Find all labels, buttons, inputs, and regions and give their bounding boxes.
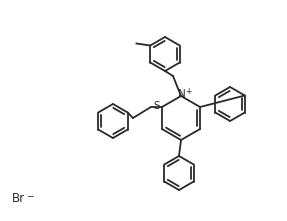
- Text: N: N: [178, 89, 186, 99]
- Text: S: S: [154, 101, 160, 111]
- Text: −: −: [26, 192, 34, 200]
- Text: Br: Br: [12, 192, 25, 206]
- Text: +: +: [185, 86, 191, 95]
